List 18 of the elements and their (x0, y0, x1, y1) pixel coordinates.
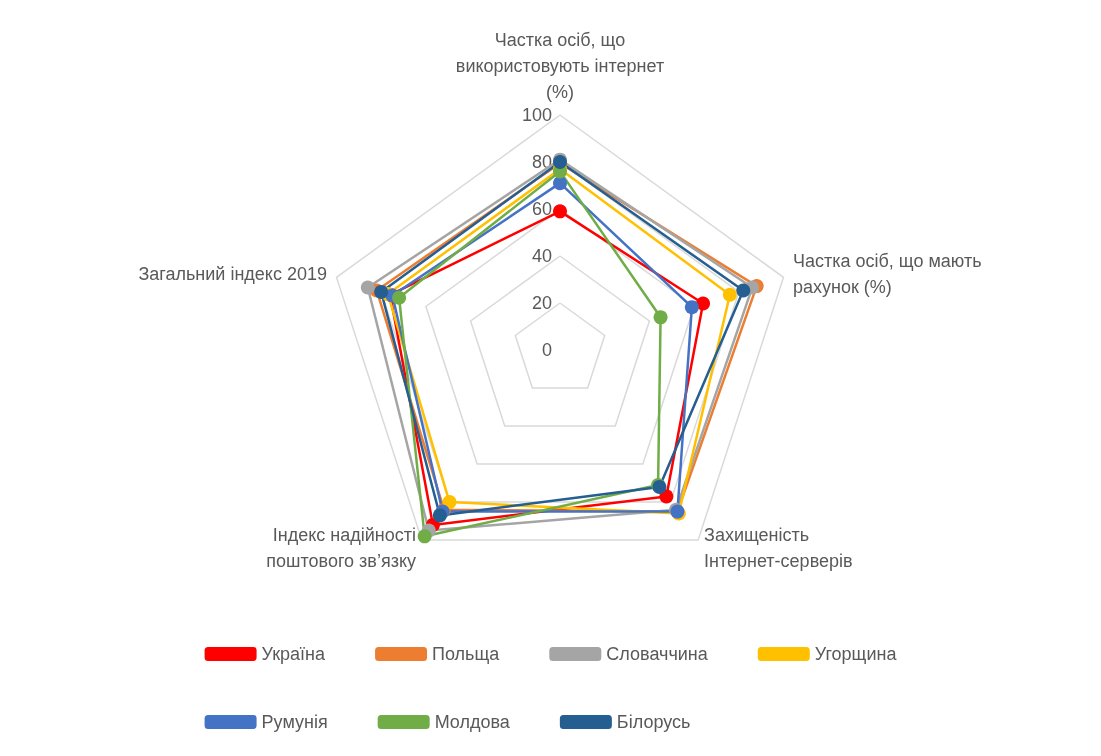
spoke-label: Частка осіб, що використовують інтернет (%) (455, 30, 665, 102)
y-tick-label: 80 (531, 152, 552, 172)
legend-label: Україна (261, 644, 327, 664)
y-tick-label: 100 (521, 105, 552, 125)
y-tick-label: 0 (541, 340, 552, 360)
spoke-label: Загальний індекс 2019 (138, 264, 327, 285)
y-tick-label: 40 (531, 246, 552, 266)
y-tick-label: 60 (531, 199, 552, 219)
legend-label: Молдова (434, 712, 511, 732)
legend-label: Польща (432, 644, 501, 664)
spoke-label: Захищеність Інтернет-серверів (704, 525, 853, 572)
y-tick-label: 20 (531, 293, 552, 313)
legend-label: Румунія (261, 712, 328, 732)
spoke-label: Індекс надійності поштового зв’язку (266, 525, 416, 572)
spoke-label: Частка осіб, що мають рахунок (%) (793, 251, 982, 298)
legend-label: Угорщина (814, 644, 898, 664)
legend-label: Словаччина (606, 644, 709, 664)
legend-label: Білорусь (616, 712, 691, 732)
